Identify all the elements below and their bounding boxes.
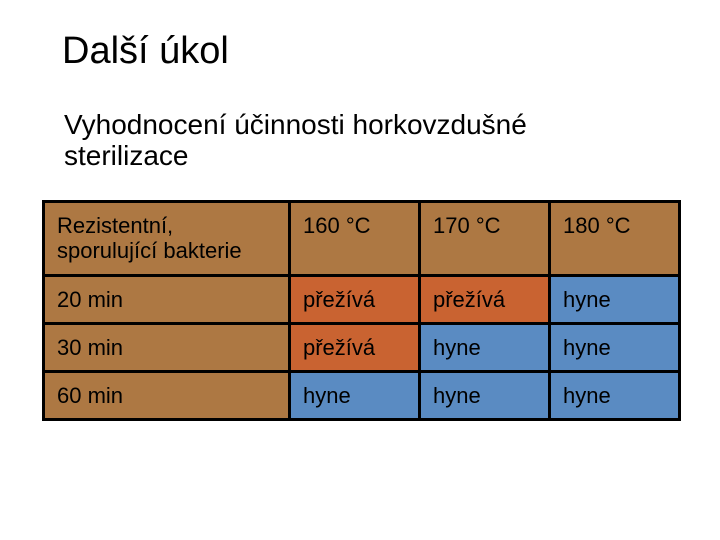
sterilization-table: Rezistentní, sporulující bakterie 160 °C… bbox=[42, 200, 678, 421]
header-bacteria-line1: Rezistentní, bbox=[57, 213, 173, 238]
row-c170: hyne bbox=[420, 323, 550, 371]
header-bacteria-line2: sporulující bakterie bbox=[57, 238, 242, 263]
row-c180: hyne bbox=[550, 372, 680, 420]
row-c160: přežívá bbox=[290, 323, 420, 371]
slide-subtitle: Vyhodnocení účinnosti horkovzdušné steri… bbox=[64, 110, 527, 172]
subtitle-line-2: sterilizace bbox=[64, 140, 188, 171]
header-cell-160c: 160 °C bbox=[290, 202, 420, 276]
subtitle-line-1: Vyhodnocení účinnosti horkovzdušné bbox=[64, 109, 527, 140]
row-time: 60 min bbox=[44, 372, 290, 420]
table-row: 30 min přežívá hyne hyne bbox=[44, 323, 680, 371]
row-time: 30 min bbox=[44, 323, 290, 371]
slide-title: Další úkol bbox=[62, 30, 229, 73]
row-time: 20 min bbox=[44, 275, 290, 323]
slide: Další úkol Vyhodnocení účinnosti horkovz… bbox=[0, 0, 720, 540]
row-c170: hyne bbox=[420, 372, 550, 420]
header-cell-180c: 180 °C bbox=[550, 202, 680, 276]
table-row: 20 min přežívá přežívá hyne bbox=[44, 275, 680, 323]
header-cell-170c: 170 °C bbox=[420, 202, 550, 276]
row-c160: přežívá bbox=[290, 275, 420, 323]
row-c180: hyne bbox=[550, 275, 680, 323]
table-header-row: Rezistentní, sporulující bakterie 160 °C… bbox=[44, 202, 680, 276]
table-row: 60 min hyne hyne hyne bbox=[44, 372, 680, 420]
row-c180: hyne bbox=[550, 323, 680, 371]
header-cell-bacteria: Rezistentní, sporulující bakterie bbox=[44, 202, 290, 276]
table: Rezistentní, sporulující bakterie 160 °C… bbox=[42, 200, 681, 421]
row-c160: hyne bbox=[290, 372, 420, 420]
row-c170: přežívá bbox=[420, 275, 550, 323]
